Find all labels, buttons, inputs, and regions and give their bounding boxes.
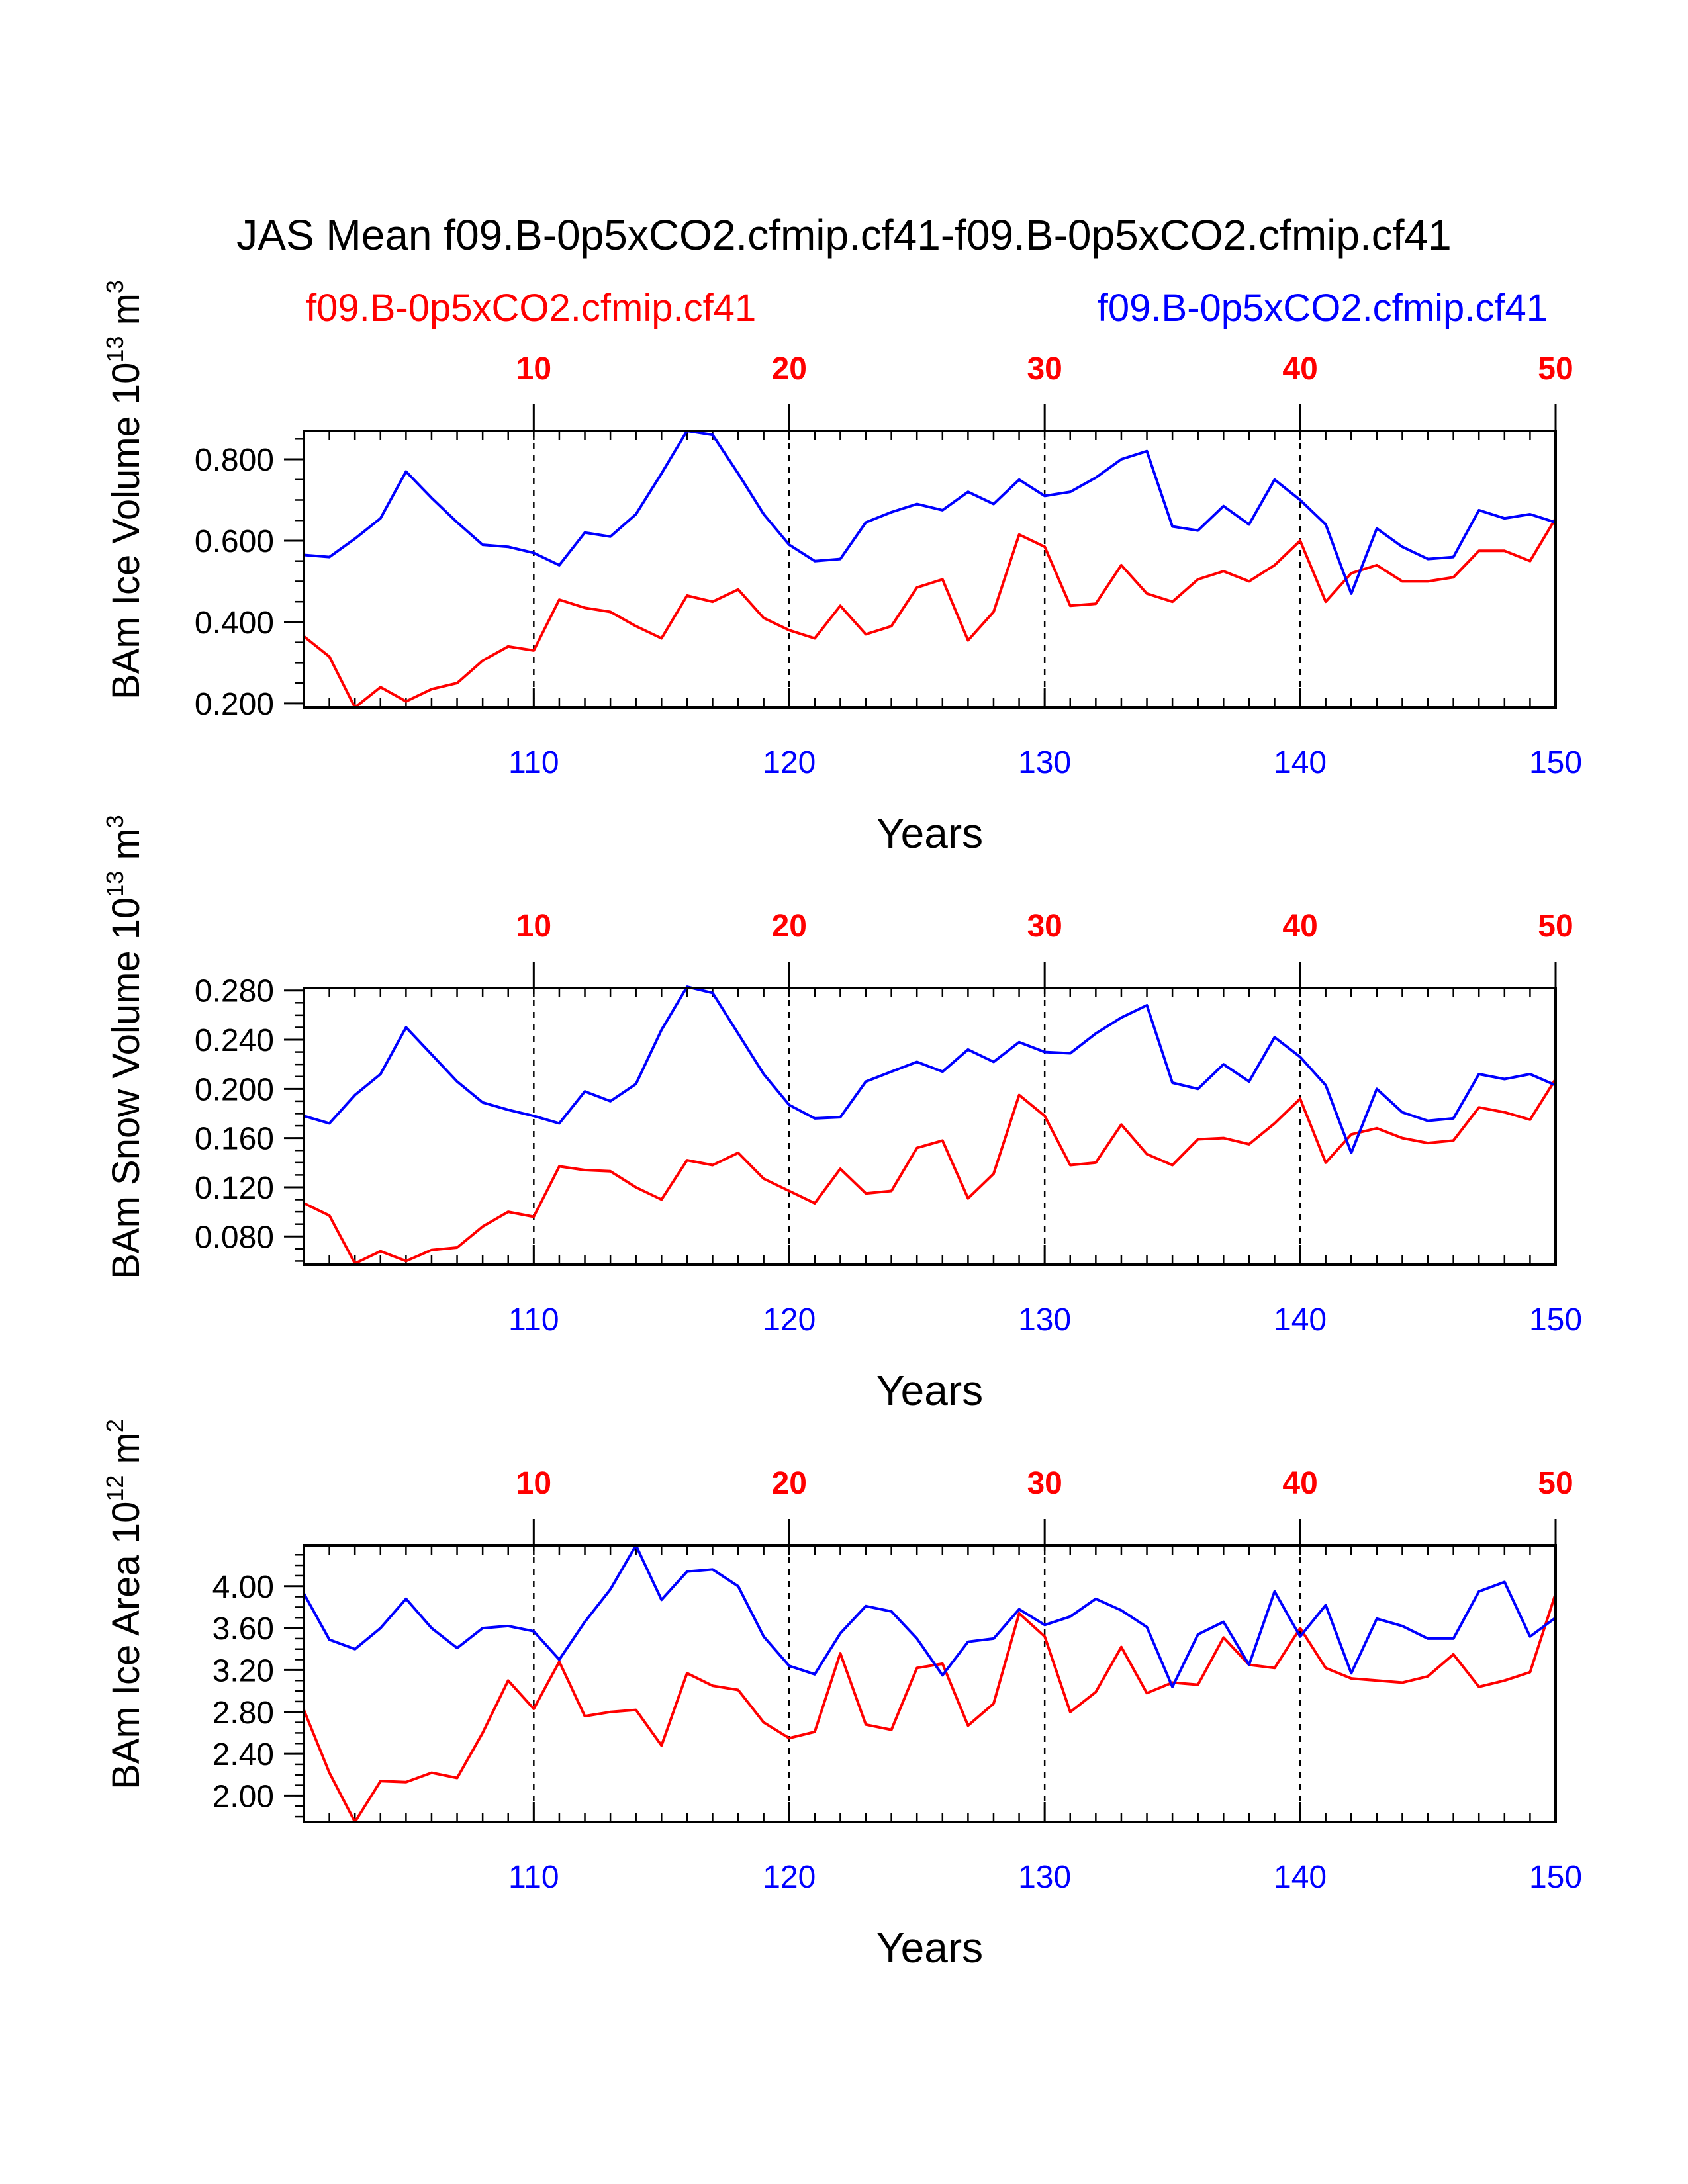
x-top-tick-label: 10 <box>516 1466 551 1501</box>
x-top-tick-label: 30 <box>1027 1466 1062 1501</box>
x-top-tick-label: 50 <box>1538 909 1573 944</box>
y-tick-label: 0.120 <box>195 1171 274 1206</box>
plot-frame <box>303 430 1557 709</box>
y-tick-label: 4.00 <box>212 1570 274 1605</box>
x-bottom-tick-label: 150 <box>1529 1302 1582 1338</box>
x-axis-label: Years <box>876 1924 983 1972</box>
x-bottom-tick-label: 130 <box>1018 1302 1071 1338</box>
chart-panel-1: 0.200 0.400 0.600 0.800 110 120 130 140 150 10 20 3… <box>101 280 1582 857</box>
x-top-tick-label: 40 <box>1282 1466 1317 1501</box>
y-tick-label: 0.800 <box>195 443 274 478</box>
x-axis-label: Years <box>876 1367 983 1414</box>
y-axis-label: BAm Ice Volume 1013 m3 <box>101 280 148 700</box>
x-bottom-tick-label: 120 <box>763 1302 816 1338</box>
series-line-red <box>303 1078 1557 1265</box>
x-top-tick-label: 10 <box>516 909 551 944</box>
x-bottom-tick-label: 130 <box>1018 1860 1071 1895</box>
series-line-red <box>303 1593 1557 1823</box>
x-top-tick-label: 40 <box>1282 351 1317 387</box>
x-bottom-tick-label: 130 <box>1018 745 1071 780</box>
y-tick-label: 0.400 <box>195 606 274 641</box>
y-axis-label: BAm Snow Volume 1013 m3 <box>101 815 148 1279</box>
y-tick-label: 2.40 <box>212 1737 274 1772</box>
x-top-tick-label: 50 <box>1538 351 1573 387</box>
series-line-red <box>303 518 1557 709</box>
y-axis-label: BAm Ice Area 1012 m2 <box>101 1419 148 1790</box>
x-bottom-tick-label: 120 <box>763 1860 816 1895</box>
x-bottom-tick-label: 150 <box>1529 1860 1582 1895</box>
x-top-tick-label: 20 <box>772 909 807 944</box>
page-title: JAS Mean f09.B-0p5xCO2.cfmip.cf41-f09.B-… <box>236 211 1452 259</box>
y-tick-label: 0.160 <box>195 1122 274 1157</box>
x-top-tick-label: 10 <box>516 351 551 387</box>
y-tick-label: 0.200 <box>195 687 274 722</box>
series-line-blue <box>303 1544 1557 1688</box>
x-top-tick-label: 40 <box>1282 909 1317 944</box>
legend-red-series: f09.B-0p5xCO2.cfmip.cf41 <box>306 287 757 330</box>
x-axis-label: Years <box>876 809 983 857</box>
chart-panel-2: 0.080 0.120 0.160 0.200 0.240 0.280 110 120 130 1… <box>101 815 1582 1414</box>
x-top-tick-label: 30 <box>1027 909 1062 944</box>
x-bottom-tick-label: 110 <box>508 1302 559 1338</box>
x-bottom-tick-label: 110 <box>508 1860 559 1895</box>
y-tick-label: 3.60 <box>212 1612 274 1647</box>
y-tick-label: 3.20 <box>212 1653 274 1688</box>
x-bottom-tick-label: 140 <box>1274 1302 1327 1338</box>
x-top-tick-label: 50 <box>1538 1466 1573 1501</box>
x-top-tick-label: 20 <box>772 351 807 387</box>
x-bottom-tick-label: 150 <box>1529 745 1582 780</box>
y-tick-label: 0.240 <box>195 1023 274 1058</box>
x-bottom-tick-label: 140 <box>1274 745 1327 780</box>
y-tick-label: 0.200 <box>195 1072 274 1107</box>
x-bottom-tick-label: 140 <box>1274 1860 1327 1895</box>
y-tick-label: 2.80 <box>212 1696 274 1731</box>
x-bottom-tick-label: 110 <box>508 745 559 780</box>
x-bottom-tick-label: 120 <box>763 745 816 780</box>
series-line-blue <box>303 985 1556 1154</box>
x-top-tick-label: 20 <box>772 1466 807 1501</box>
legend-blue-series: f09.B-0p5xCO2.cfmip.cf41 <box>1097 287 1548 330</box>
y-tick-label: 0.280 <box>195 974 274 1009</box>
y-tick-label: 2.00 <box>212 1779 274 1814</box>
y-tick-label: 0.600 <box>195 524 274 559</box>
series-line-blue <box>303 430 1556 595</box>
plot-frame <box>303 1544 1557 1823</box>
plot-frame <box>303 987 1557 1266</box>
y-tick-label: 0.080 <box>195 1220 274 1255</box>
x-top-tick-label: 30 <box>1027 351 1062 387</box>
chart-panel-3: 2.00 2.40 2.80 3.20 3.60 4.00 110 120 130 140 150 1… <box>101 1419 1582 1972</box>
